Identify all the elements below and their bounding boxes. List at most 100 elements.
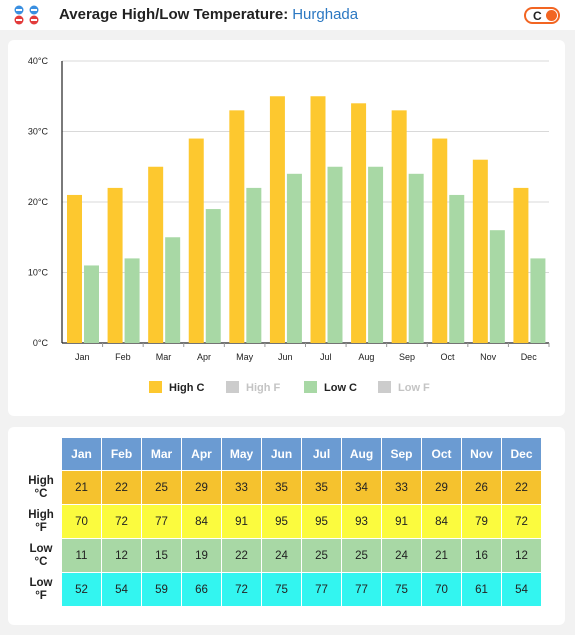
- y-tick-label: 30°C: [28, 127, 49, 137]
- bar-high-c: [513, 187, 529, 343]
- bar-high-c: [391, 110, 407, 343]
- table-cell: 95: [262, 505, 301, 538]
- legend-label: Low F: [398, 382, 430, 394]
- row-label-line2: °F: [35, 589, 47, 602]
- table-cell: 77: [342, 573, 381, 606]
- bar-high-c: [229, 110, 245, 343]
- weather-app-icon: [14, 5, 39, 25]
- bar-high-c: [148, 166, 164, 343]
- bar-high-c: [351, 103, 367, 343]
- table-cell: 59: [142, 573, 181, 606]
- row-label-line2: °F: [35, 521, 47, 534]
- table-cell: 25: [342, 539, 381, 572]
- row-label-line1: Low: [29, 542, 53, 555]
- table-cell: 24: [382, 539, 421, 572]
- table-cell: 21: [422, 539, 461, 572]
- table-cell: 72: [502, 505, 541, 538]
- legend-swatch: [149, 381, 162, 393]
- legend-item-low-f[interactable]: Low F: [378, 381, 430, 394]
- table-cell: 22: [222, 539, 261, 572]
- table-card: Jan Feb Mar Apr May Jun Jul Aug Sep Oct Nov Dec Hig…: [8, 427, 565, 625]
- legend-swatch: [226, 381, 239, 393]
- unit-toggle[interactable]: C: [524, 7, 560, 24]
- row-label-line1: Low: [29, 576, 53, 589]
- legend-item-high-f[interactable]: High F: [226, 381, 280, 394]
- month-header-apr: Apr: [182, 438, 221, 470]
- table-cell: 54: [502, 573, 541, 606]
- table-cell: 84: [422, 505, 461, 538]
- bar-high-c: [310, 96, 326, 343]
- month-header-oct: Oct: [422, 438, 461, 470]
- location-link[interactable]: Hurghada: [292, 6, 359, 23]
- x-tick-label: Jun: [278, 352, 293, 362]
- table-cell: 26: [462, 471, 501, 504]
- y-tick-label: 40°C: [28, 56, 49, 66]
- table-cell: 91: [222, 505, 261, 538]
- table-cell: 24: [262, 539, 301, 572]
- bar-low-c: [246, 187, 262, 343]
- table-cell: 79: [462, 505, 501, 538]
- table-cell: 75: [262, 573, 301, 606]
- table-cell: 84: [182, 505, 221, 538]
- bar-high-c: [188, 138, 204, 343]
- month-header-dec: Dec: [502, 438, 541, 470]
- table-cell: 77: [302, 573, 341, 606]
- x-tick-label: Apr: [197, 352, 211, 362]
- legend-item-high-c[interactable]: High C: [149, 381, 204, 394]
- table-cell: 12: [502, 539, 541, 572]
- table-cell: 91: [382, 505, 421, 538]
- table-cell: 34: [342, 471, 381, 504]
- x-tick-label: Dec: [521, 352, 538, 362]
- table-cell: 70: [62, 505, 101, 538]
- x-tick-label: Sep: [399, 352, 415, 362]
- row-label: Low °F: [21, 573, 61, 606]
- legend-item-low-c[interactable]: Low C: [304, 381, 357, 394]
- table-cell: 12: [102, 539, 141, 572]
- legend-label: Low C: [324, 382, 357, 394]
- month-header-jun: Jun: [262, 438, 301, 470]
- header-bar: Average High/Low Temperature: Hurghada C: [0, 0, 575, 30]
- table-cell: 33: [382, 471, 421, 504]
- table-cell: 21: [62, 471, 101, 504]
- table-cell: 70: [422, 573, 461, 606]
- table-cell: 33: [222, 471, 261, 504]
- temperature-chart: 0°C 10°C 20°C 30°C 40°C Jan Feb Mar Apr May Jun Jul…: [28, 56, 550, 394]
- bar-high-c: [432, 138, 448, 343]
- row-label-line1: High: [28, 474, 54, 487]
- row-label: High °C: [21, 471, 61, 504]
- title-text: Average High/Low Temperature:: [59, 6, 289, 23]
- y-tick-label: 0°C: [33, 338, 49, 348]
- month-header-jan: Jan: [62, 438, 101, 470]
- table-cell: 35: [302, 471, 341, 504]
- table-cell: 22: [102, 471, 141, 504]
- x-tick-label: Jan: [75, 352, 90, 362]
- table-cell: 22: [502, 471, 541, 504]
- table-cell: 77: [142, 505, 181, 538]
- table-cell: 29: [182, 471, 221, 504]
- table-cell: 61: [462, 573, 501, 606]
- x-tick-label: Oct: [441, 352, 456, 362]
- bar-low-c: [408, 173, 424, 343]
- bar-low-c: [124, 258, 140, 343]
- month-header-mar: Mar: [142, 438, 181, 470]
- table-cell: 29: [422, 471, 461, 504]
- bar-high-c: [269, 96, 285, 343]
- bar-low-c: [489, 230, 505, 343]
- x-tick-label: Nov: [480, 352, 497, 362]
- table-cell: 93: [342, 505, 381, 538]
- table-row-low-f: Low °F 52 54 59 66 72 75 77 77 75 70 61 54: [21, 573, 541, 606]
- table-corner: [21, 438, 61, 470]
- x-tick-label: Mar: [156, 352, 172, 362]
- bar-high-c: [107, 187, 123, 343]
- y-tick-label: 10°C: [28, 268, 49, 278]
- row-label-line2: °C: [34, 555, 48, 568]
- bar-low-c: [327, 166, 343, 343]
- bar-high-c: [472, 159, 488, 343]
- table-cell: 54: [102, 573, 141, 606]
- table-cell: 66: [182, 573, 221, 606]
- x-tick-label: May: [236, 352, 254, 362]
- table-row-high-f: High °F 70 72 77 84 91 95 95 93 91 84 79 72: [21, 505, 541, 538]
- bar-low-c: [449, 194, 465, 343]
- month-header-sep: Sep: [382, 438, 421, 470]
- unit-toggle-label: C: [533, 9, 542, 23]
